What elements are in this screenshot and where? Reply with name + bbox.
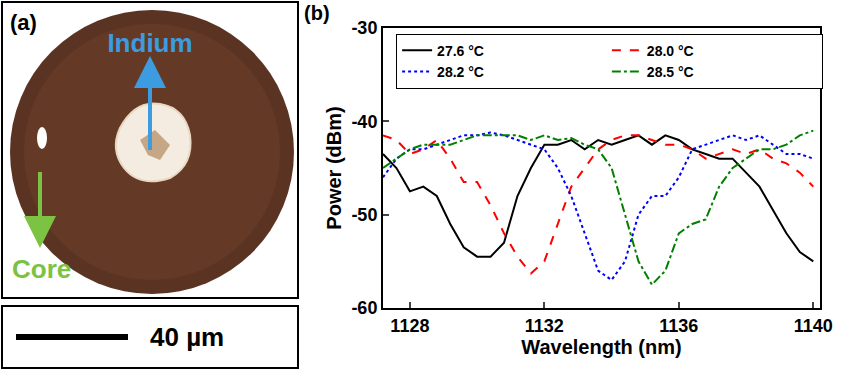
svg-text:28.2 °C: 28.2 °C — [437, 64, 484, 80]
svg-text:1140: 1140 — [794, 316, 833, 336]
svg-text:-30: -30 — [351, 18, 377, 38]
svg-text:(a): (a) — [10, 10, 37, 35]
svg-text:1136: 1136 — [659, 316, 698, 336]
svg-text:27.6 °C: 27.6 °C — [437, 43, 484, 59]
svg-text:28.0 °C: 28.0 °C — [647, 43, 694, 59]
svg-text:1128: 1128 — [390, 316, 429, 336]
svg-text:-60: -60 — [351, 298, 377, 318]
svg-text:Indium: Indium — [107, 28, 192, 58]
svg-text:40 µm: 40 µm — [150, 322, 224, 352]
svg-text:1132: 1132 — [525, 316, 564, 336]
svg-text:Power (dBm): Power (dBm) — [323, 106, 345, 229]
html-text:(b): (b) — [304, 2, 330, 24]
svg-text:-50: -50 — [351, 205, 377, 225]
svg-text:-40: -40 — [351, 112, 377, 132]
svg-text:28.5 °C: 28.5 °C — [647, 64, 694, 80]
svg-text:Core: Core — [12, 254, 71, 284]
svg-text:Wavelength (nm): Wavelength (nm) — [521, 336, 681, 358]
